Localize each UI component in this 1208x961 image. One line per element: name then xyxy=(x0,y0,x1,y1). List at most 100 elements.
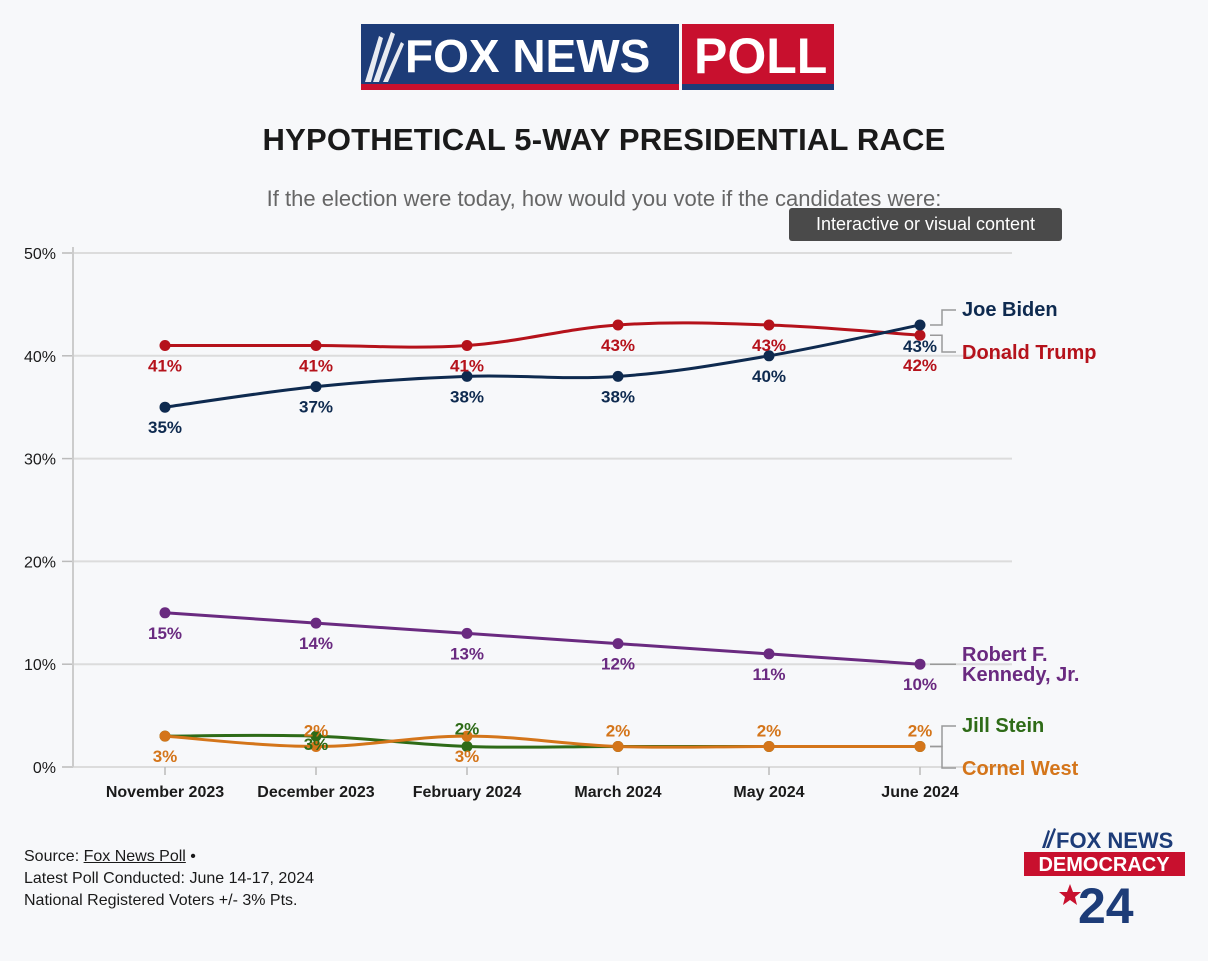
end-label-connector xyxy=(930,309,956,326)
x-tick-label: December 2023 xyxy=(257,784,375,801)
data-label-trump: 43% xyxy=(752,336,786,355)
data-label-west: 2% xyxy=(304,721,329,740)
source-label: Source: xyxy=(24,848,80,865)
axes: 0% 10% 20% 30% 40% 50% November 2023 December 2… xyxy=(24,246,959,801)
end-label-west: Cornel West xyxy=(962,758,1079,780)
data-point-biden xyxy=(310,381,322,393)
data-point-biden xyxy=(461,370,473,382)
series-lines xyxy=(159,319,926,752)
y-tick-label: 50% xyxy=(24,246,56,263)
end-label-stein: Jill Stein xyxy=(962,715,1044,737)
end-label-connector xyxy=(930,745,956,769)
data-label-rfk: 14% xyxy=(299,634,333,653)
end-label-connector xyxy=(930,725,956,748)
data-label-rfk: 12% xyxy=(601,655,635,674)
data-label-biden: 38% xyxy=(450,387,484,406)
line-chart: 0% 10% 20% 30% 40% 50% November 2023 December 2… xyxy=(24,246,1096,801)
data-point-west xyxy=(310,740,322,752)
chart-subtitle: If the election were today, how would yo… xyxy=(266,186,942,211)
end-labels: Joe Biden Donald Trump Robert F.Kennedy, J… xyxy=(930,299,1096,780)
series-line-trump xyxy=(165,321,921,349)
data-label-trump: 43% xyxy=(601,336,635,355)
logo-poll-text: POLL xyxy=(694,28,827,84)
interactive-content-tooltip: Interactive or visual content xyxy=(789,208,1062,241)
data-labels: 41% 41% 41%43% 43%42%35%37%38% 38%40%43%15%1… xyxy=(148,336,937,766)
series-line-west xyxy=(164,734,920,749)
data-point-west xyxy=(763,740,775,752)
data-point-rfk xyxy=(914,658,926,670)
x-tick-label: May 2024 xyxy=(733,784,804,801)
data-label-biden: 38% xyxy=(601,387,635,406)
end-label-rfk-line1: Robert F. xyxy=(962,644,1048,666)
data-point-west xyxy=(461,730,473,742)
chart-title: HYPOTHETICAL 5-WAY PRESIDENTIAL RACE xyxy=(262,122,946,157)
badge-democracy-text: DEMOCRACY xyxy=(1038,854,1170,876)
end-label-rfk-line2: Kennedy, Jr. xyxy=(962,664,1079,686)
data-point-trump xyxy=(159,340,171,352)
star-icon xyxy=(1059,884,1081,905)
y-tick-label: 20% xyxy=(24,554,56,571)
data-label-west: 2% xyxy=(606,721,631,740)
badge-fox-news-text: FOX NEWS xyxy=(1056,828,1173,853)
data-label-trump: 41% xyxy=(450,357,484,376)
data-point-trump xyxy=(310,340,322,352)
data-label-trump: 42% xyxy=(903,356,937,375)
searchlight-icon xyxy=(1042,828,1056,848)
data-label-trump: 41% xyxy=(148,357,182,376)
voters-note: National Registered Voters +/- 3% Pts. xyxy=(24,892,298,909)
data-label-rfk: 15% xyxy=(148,624,182,643)
source-link[interactable]: Fox News Poll xyxy=(83,848,186,865)
source-notes: Source: Fox News Poll • Latest Poll Cond… xyxy=(24,846,314,912)
grid xyxy=(73,252,1012,768)
x-tick-label: March 2024 xyxy=(574,784,661,801)
end-label-trump: Donald Trump xyxy=(962,342,1096,364)
data-point-biden xyxy=(159,401,171,413)
x-tick-label: February 2024 xyxy=(413,784,522,801)
y-tick-label: 30% xyxy=(24,452,56,469)
x-tick-label: November 2023 xyxy=(106,784,224,801)
x-tick-label: June 2024 xyxy=(881,784,958,801)
data-point-rfk xyxy=(159,607,171,619)
searchlight-icon xyxy=(365,32,404,82)
data-label-rfk: 10% xyxy=(903,675,937,694)
end-label-biden: Joe Biden xyxy=(962,299,1058,321)
data-point-west xyxy=(612,740,624,752)
data-point-biden xyxy=(612,370,624,382)
data-label-west: 2% xyxy=(757,721,782,740)
data-point-west xyxy=(914,740,926,752)
data-label-rfk: 11% xyxy=(752,665,785,684)
fox-news-democracy-24-badge: FOX NEWS DEMOCRACY 24 xyxy=(1024,828,1185,926)
series-line-rfk xyxy=(164,611,921,666)
logo-fox-news-text: FOX NEWS xyxy=(405,30,650,82)
data-point-rfk xyxy=(310,617,322,629)
data-label-biden: 40% xyxy=(752,367,786,386)
data-point-west xyxy=(159,730,171,742)
data-point-stein xyxy=(461,740,473,752)
end-label-connector xyxy=(930,334,956,353)
data-point-trump xyxy=(763,319,775,331)
data-label-west: 3% xyxy=(455,747,480,766)
series-line-biden xyxy=(164,323,921,409)
data-point-biden xyxy=(763,350,775,362)
fox-news-poll-logo: FOX NEWS POLL xyxy=(361,24,834,90)
y-tick-label: 0% xyxy=(33,760,56,777)
data-point-rfk xyxy=(612,638,624,650)
data-point-trump xyxy=(461,340,473,352)
y-tick-label: 10% xyxy=(24,657,56,674)
data-point-biden xyxy=(914,319,926,331)
data-point-trump xyxy=(612,319,624,331)
source-bullet: • xyxy=(190,848,196,865)
data-point-trump xyxy=(914,329,926,341)
data-label-biden: 43% xyxy=(903,337,937,356)
latest-poll-note: Latest Poll Conducted: June 14-17, 2024 xyxy=(24,870,314,887)
data-label-stein: 3% xyxy=(304,735,329,754)
data-point-rfk xyxy=(461,627,473,639)
data-label-rfk: 13% xyxy=(450,644,484,663)
badge-year-text: 24 xyxy=(1078,878,1134,926)
data-label-west: 3% xyxy=(153,747,178,766)
data-point-rfk xyxy=(763,648,775,660)
data-label-biden: 37% xyxy=(299,398,333,417)
data-label-stein: 2% xyxy=(455,719,480,738)
data-label-west: 2% xyxy=(908,721,933,740)
data-point-stein xyxy=(310,730,322,742)
